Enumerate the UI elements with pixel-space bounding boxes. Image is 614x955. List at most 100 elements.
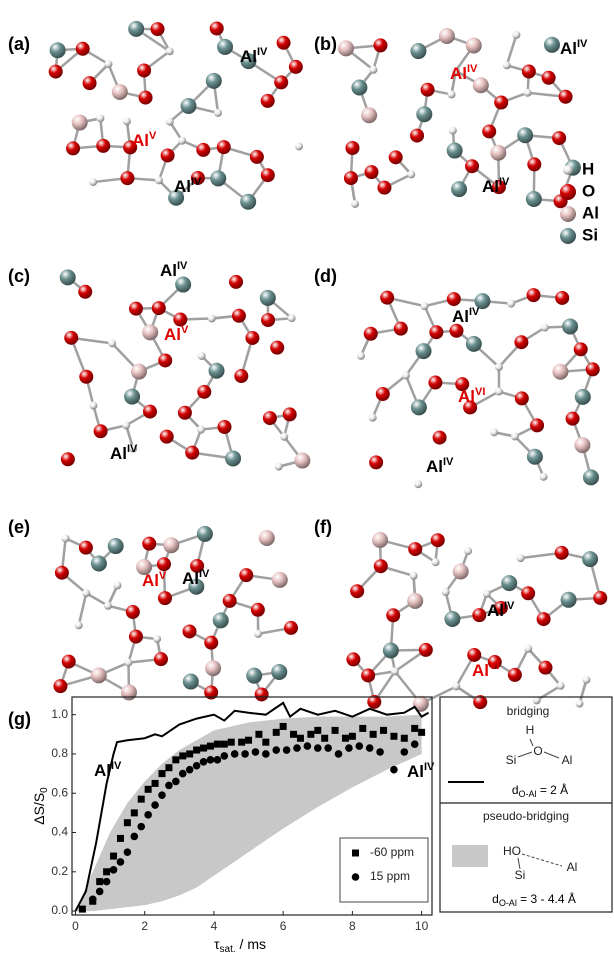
atom <box>280 433 288 441</box>
atom <box>91 667 107 683</box>
point <box>200 758 208 766</box>
atom <box>62 655 76 669</box>
atom <box>126 605 140 619</box>
y-label-main: ΔS/S <box>31 793 47 825</box>
atom <box>61 452 75 466</box>
atom <box>223 594 237 608</box>
point <box>342 735 349 742</box>
point <box>366 744 374 752</box>
x-tick-label: 6 <box>280 919 287 933</box>
point <box>245 737 252 744</box>
atom <box>160 430 174 444</box>
structure-bond <box>530 739 533 746</box>
atom <box>447 292 461 306</box>
site-element: Al <box>450 64 467 83</box>
site-coordination: IV <box>443 456 454 468</box>
atom <box>383 642 399 658</box>
atom <box>449 127 457 135</box>
site-label: AlIV <box>240 46 268 67</box>
legend-label: 15 ppm <box>370 869 410 883</box>
atom <box>124 659 132 667</box>
atom <box>410 572 418 580</box>
point <box>138 796 145 803</box>
atom <box>82 589 90 597</box>
atom <box>60 269 76 285</box>
point <box>221 741 228 748</box>
point <box>193 762 201 770</box>
atom <box>251 603 265 617</box>
atom <box>245 331 259 345</box>
legend-atom-label: Si <box>582 225 598 244</box>
atom <box>386 608 400 622</box>
point <box>117 858 125 866</box>
atom <box>540 473 548 481</box>
distance-rest: = 2 Å <box>537 782 569 797</box>
site-coordination: IV <box>424 761 435 773</box>
atom <box>260 290 276 306</box>
atom <box>198 352 206 360</box>
atom <box>391 667 399 675</box>
point <box>255 731 262 738</box>
point <box>179 770 187 778</box>
site-label: AlIV <box>560 38 588 59</box>
atom <box>108 538 124 554</box>
point <box>401 735 408 742</box>
atom <box>78 285 92 299</box>
atom <box>495 387 503 395</box>
point <box>207 756 215 764</box>
legend-atom <box>560 184 576 200</box>
atom <box>196 143 210 157</box>
site-element: Al <box>142 571 159 590</box>
atom <box>369 66 377 74</box>
point <box>297 735 304 742</box>
point <box>96 888 104 896</box>
atom <box>206 73 222 89</box>
point <box>356 742 364 750</box>
point <box>293 744 301 752</box>
site-element: Al <box>407 762 424 781</box>
atom <box>155 176 163 184</box>
site-label: AlIV <box>407 761 435 782</box>
atom <box>495 363 503 371</box>
point <box>151 801 159 809</box>
point <box>390 733 397 740</box>
point <box>165 764 172 771</box>
point <box>117 835 124 842</box>
distance-rest: = 3 - 4.4 Å <box>517 891 576 906</box>
atom <box>472 608 486 622</box>
atom <box>364 327 378 341</box>
atom <box>575 389 591 405</box>
atom <box>566 412 580 426</box>
molecule: (b)AlIVAlIVAlIV <box>314 28 588 208</box>
atom <box>369 455 383 469</box>
atom <box>49 65 63 79</box>
point <box>314 744 322 752</box>
atom <box>294 453 310 469</box>
atom <box>261 94 275 108</box>
atom <box>413 696 429 712</box>
site-coordination: IV <box>257 46 268 58</box>
atom <box>582 551 598 567</box>
site-element: Al <box>560 39 577 58</box>
atom <box>50 42 66 58</box>
y-tick-label: 0.4 <box>51 825 68 839</box>
atom <box>96 114 104 122</box>
distance-label: dO-Al = 3 - 4.4 Å <box>492 891 576 908</box>
site-element: Al <box>174 177 191 196</box>
atom <box>113 581 121 589</box>
atom <box>514 335 528 349</box>
atom <box>583 469 599 485</box>
atom <box>239 568 253 582</box>
point <box>321 735 328 742</box>
site-element: Al <box>426 457 443 476</box>
atom <box>345 141 359 155</box>
atom <box>541 324 549 332</box>
point <box>307 731 314 738</box>
atom <box>259 530 275 546</box>
point <box>179 752 186 759</box>
atom <box>152 301 166 315</box>
point <box>96 878 103 885</box>
site-label: AlIV <box>482 176 510 197</box>
